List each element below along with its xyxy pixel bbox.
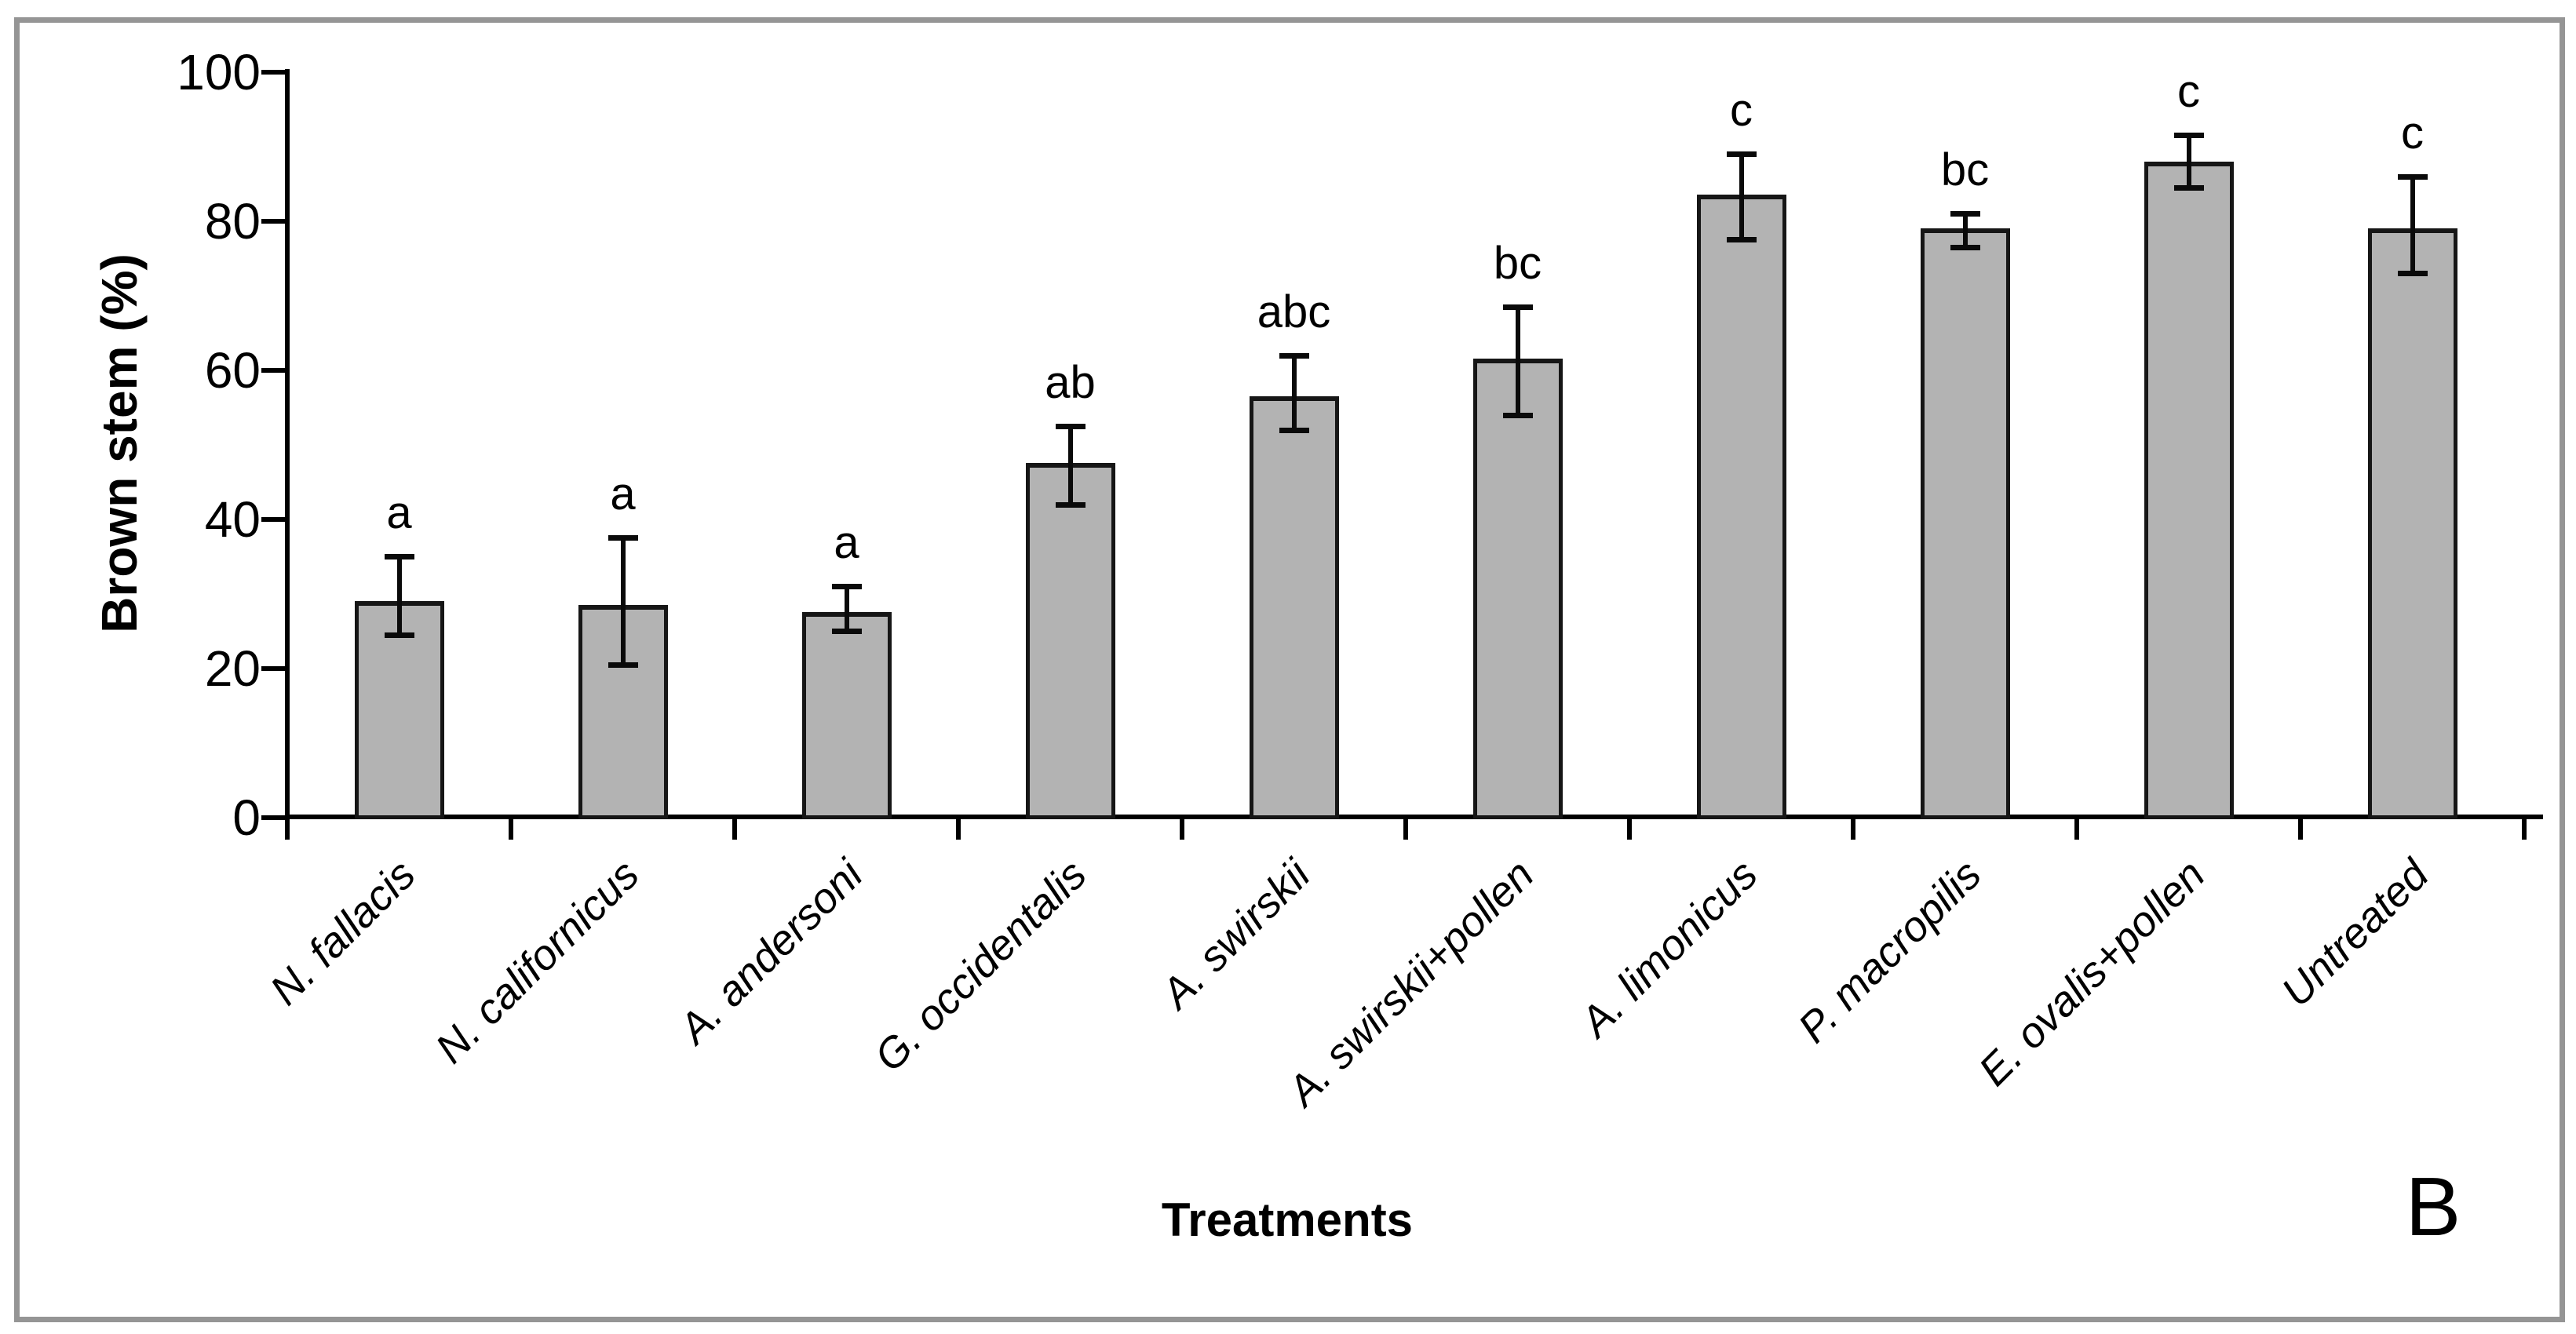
x-axis-line: [285, 815, 2543, 819]
x-axis-tick: [732, 819, 737, 840]
significance-letter: abc: [1257, 286, 1331, 337]
x-axis-tick: [1403, 819, 1408, 840]
error-bar-lower-cap: [608, 662, 638, 668]
error-bar-lower-cap: [384, 632, 414, 638]
error-bar: [1067, 425, 1073, 505]
significance-letter: a: [610, 468, 636, 520]
error-bar: [1962, 213, 1968, 247]
x-axis-tick: [509, 819, 513, 840]
x-axis-tick: [1180, 819, 1184, 840]
significance-letter: a: [834, 517, 859, 568]
y-tick-label: 80: [204, 192, 261, 250]
error-bar-lower-cap: [2397, 271, 2428, 276]
y-axis-tick: [261, 516, 287, 522]
panel-label: B: [2405, 1161, 2461, 1253]
error-bar-upper-cap: [1950, 211, 1980, 217]
error-bar-upper-cap: [2397, 173, 2428, 180]
x-axis-tick: [285, 819, 290, 840]
error-bar-lower-cap: [1950, 244, 1980, 250]
y-axis-tick: [261, 218, 287, 224]
bar: [1249, 395, 1339, 819]
x-axis-tick: [1851, 819, 1855, 840]
significance-letter: c: [2401, 107, 2424, 159]
x-axis-tick: [956, 819, 961, 840]
error-bar-upper-cap: [831, 584, 862, 589]
significance-letter: bc: [1940, 144, 1990, 195]
error-bar-lower-cap: [1502, 412, 1533, 418]
significance-letter: c: [1730, 85, 1753, 136]
bar: [2367, 228, 2457, 819]
category-label: G. occidentalis: [865, 851, 1096, 1081]
bar: [1696, 195, 1786, 819]
x-axis-tick: [2074, 819, 2079, 840]
bar: [1025, 463, 1115, 819]
error-bar: [1515, 306, 1520, 415]
x-axis-title: Treatments: [1161, 1194, 1414, 1246]
category-label: E. ovalis+pollen: [1969, 851, 2214, 1095]
significance-letter: a: [386, 487, 412, 538]
y-axis-tick: [261, 367, 287, 373]
x-axis-tick: [1627, 819, 1632, 840]
error-bar: [2410, 176, 2415, 273]
x-axis-tick: [2522, 819, 2527, 840]
category-label: N. fallacis: [261, 851, 425, 1015]
error-bar-upper-cap: [384, 554, 414, 559]
significance-letter: c: [2177, 66, 2200, 118]
y-tick-label: 20: [204, 640, 261, 697]
category-label: A. limonicus: [1571, 851, 1767, 1046]
error-bar: [620, 538, 626, 665]
x-axis-tick: [2298, 819, 2303, 840]
error-bar-upper-cap: [2173, 133, 2204, 139]
significance-letter: ab: [1045, 356, 1096, 408]
error-bar-lower-cap: [1726, 237, 1757, 243]
y-axis-tick: [261, 815, 287, 820]
error-bar-lower-cap: [1055, 501, 1085, 508]
error-bar-upper-cap: [1279, 352, 1309, 359]
y-tick-label: 100: [177, 43, 261, 100]
error-bar: [1291, 355, 1297, 430]
error-bar-lower-cap: [2173, 184, 2204, 191]
bar: [1920, 228, 2010, 819]
error-bar: [844, 586, 849, 631]
y-axis-tick: [261, 69, 287, 75]
error-bar-upper-cap: [1502, 304, 1533, 310]
y-tick-label: 60: [204, 341, 261, 399]
category-label: A. andersoni: [670, 851, 872, 1053]
error-bar: [396, 556, 402, 635]
error-bar: [1739, 154, 1744, 240]
category-label: P. macropilis: [1789, 851, 1990, 1052]
bar: [2144, 161, 2234, 819]
y-tick-label: 40: [204, 490, 261, 548]
error-bar-upper-cap: [1726, 151, 1757, 157]
bar: [1472, 359, 1563, 819]
error-bar-lower-cap: [831, 629, 862, 634]
significance-letter: bc: [1493, 237, 1542, 289]
y-axis-line: [285, 69, 290, 819]
y-axis-tick: [261, 665, 287, 671]
error-bar-upper-cap: [1055, 423, 1085, 429]
error-bar-upper-cap: [608, 535, 638, 541]
bar: [801, 612, 892, 819]
y-tick-label: 0: [232, 789, 261, 846]
error-bar: [2186, 135, 2191, 188]
error-bar-lower-cap: [1279, 427, 1309, 433]
category-label: N. californicus: [426, 851, 648, 1073]
